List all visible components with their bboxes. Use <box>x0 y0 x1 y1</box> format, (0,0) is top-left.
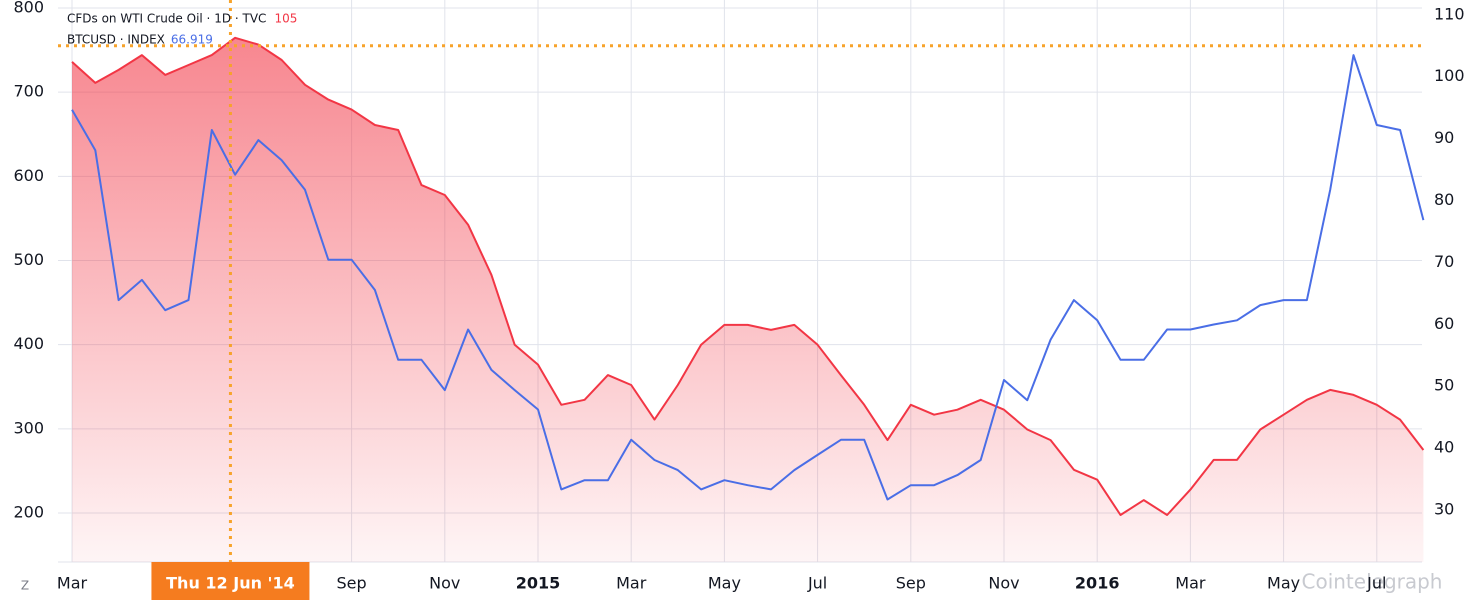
area <box>72 37 1424 563</box>
legend-value: 66.919 <box>171 33 213 47</box>
y2-tick-label: 70 <box>1434 252 1454 271</box>
y2-tick-label: 40 <box>1434 438 1454 457</box>
x-tick-label: Jul <box>1366 574 1386 593</box>
x-tick-label: May <box>1267 574 1300 593</box>
y2-tick-label: 100 <box>1434 66 1465 85</box>
plot <box>71 36 1425 563</box>
x-tick-label: Jul <box>807 574 827 593</box>
corner-label: Z <box>21 579 29 593</box>
x-tick-label: May <box>708 574 741 593</box>
y-tick-label: 300 <box>13 418 44 437</box>
y-tick-label: 200 <box>13 503 44 522</box>
y-tick-label: 500 <box>13 250 44 269</box>
x-tick-label: Nov <box>429 574 460 593</box>
legend-name: BTCUSD · INDEX <box>67 33 165 47</box>
x-tick-label: Mar <box>57 574 88 593</box>
y2-tick-label: 30 <box>1434 500 1454 519</box>
y2-tick-label: 110 <box>1434 4 1465 23</box>
x-tick-label: Nov <box>988 574 1019 593</box>
crosshair-label: Thu 12 Jun '14 <box>166 574 295 593</box>
y2-tick-label: 60 <box>1434 314 1454 333</box>
y2-tick-label: 90 <box>1434 128 1454 147</box>
legend-value: 105 <box>274 12 297 26</box>
watermark: Cointelegraph <box>1302 570 1443 594</box>
x-tick-label: Sep <box>337 574 367 593</box>
crosshair-label-box <box>151 562 310 600</box>
x-tick-label: Sep <box>896 574 926 593</box>
y-tick-label: 400 <box>13 334 44 353</box>
x-tick-label: 2016 <box>1075 574 1120 593</box>
x-tick-label: Mar <box>1175 574 1206 593</box>
x-tick-label: 2015 <box>516 574 561 593</box>
overlay: Thu 12 Jun '14 <box>58 0 1422 600</box>
y2-tick-label: 50 <box>1434 376 1454 395</box>
y-tick-label: 600 <box>13 166 44 185</box>
y-tick-label: 800 <box>13 0 44 16</box>
legend-name: CFDs on WTI Crude Oil · 1D · TVC <box>67 12 266 26</box>
line <box>71 36 1425 516</box>
y-tick-label: 700 <box>13 82 44 101</box>
x-tick-label: Mar <box>616 574 647 593</box>
y2-tick-label: 80 <box>1434 190 1454 209</box>
line <box>71 54 1425 501</box>
